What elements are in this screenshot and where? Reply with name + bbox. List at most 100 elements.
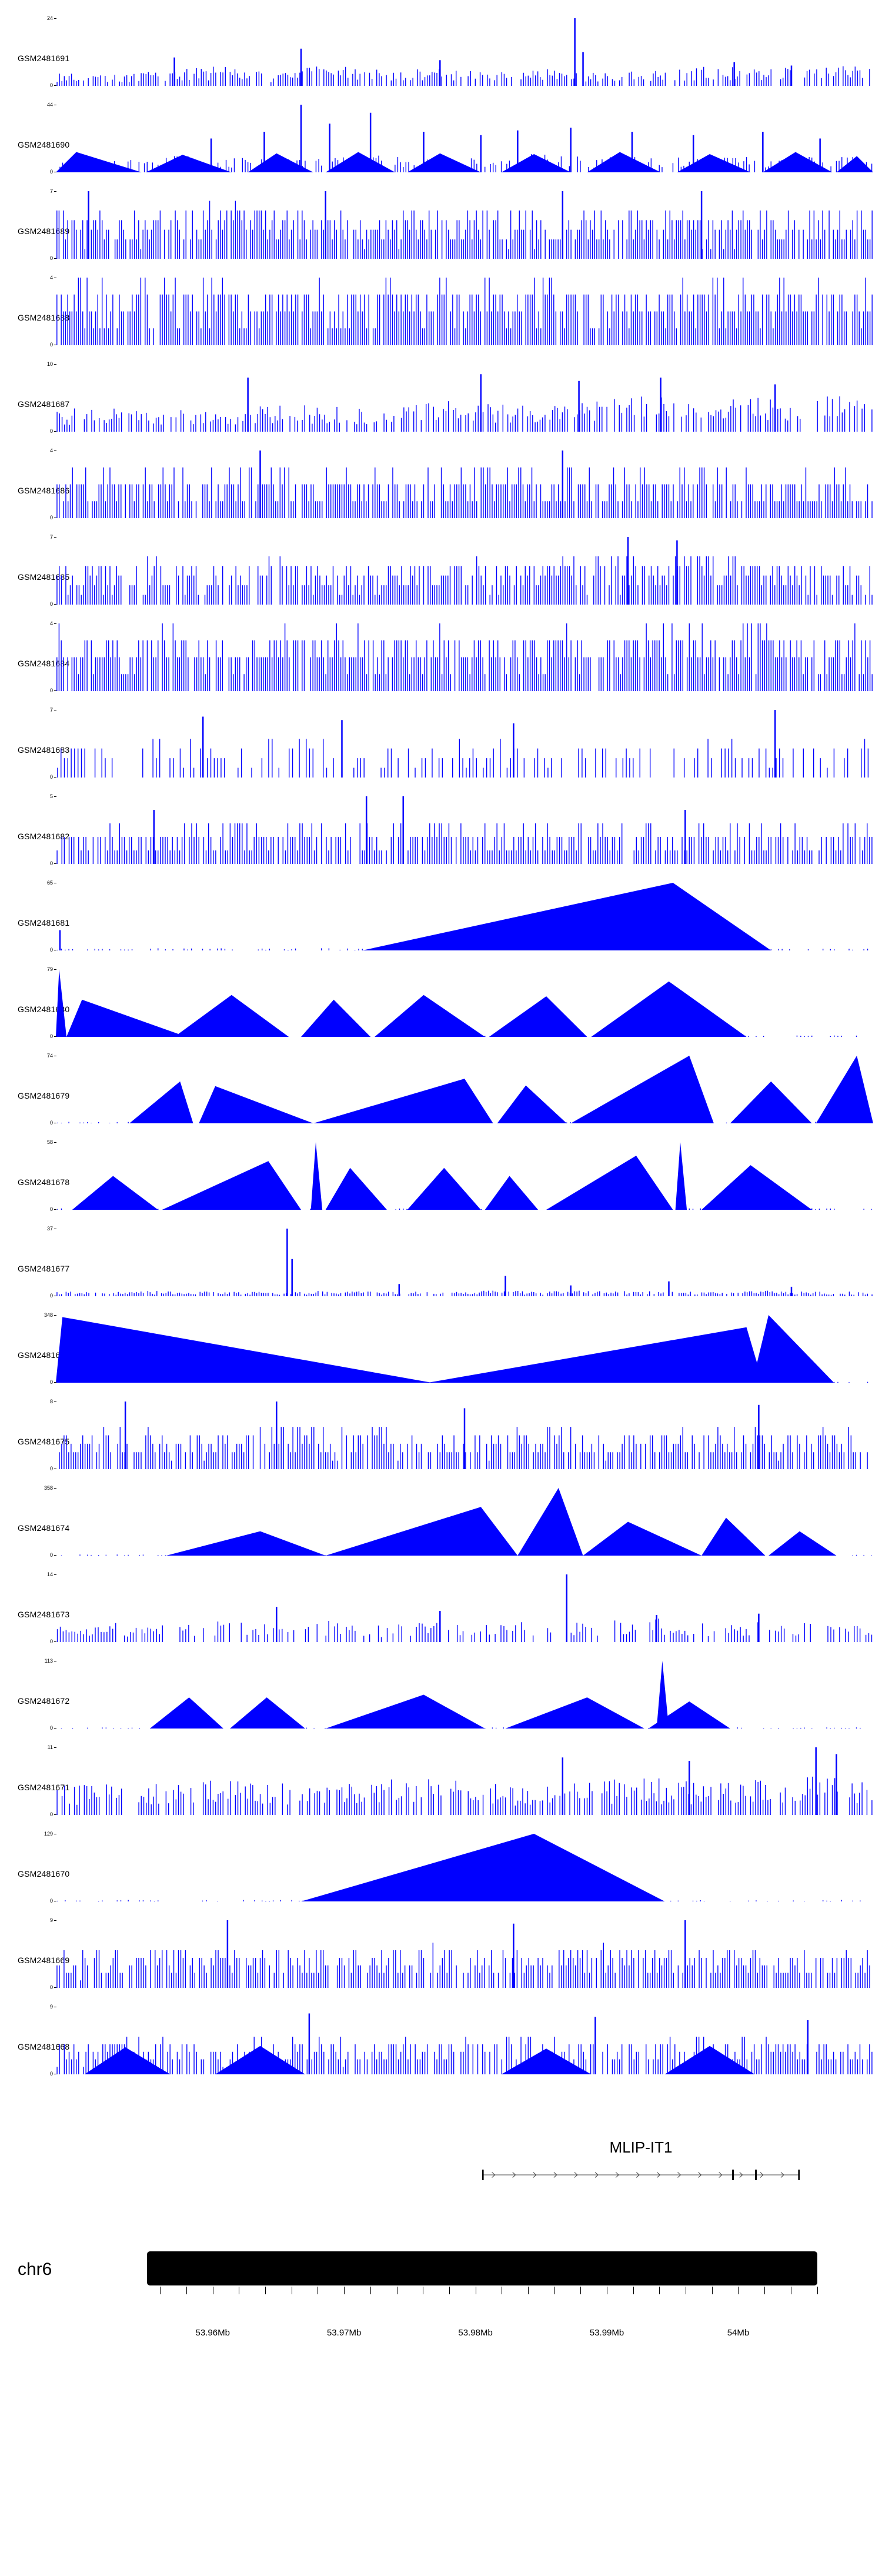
signal-plot	[56, 374, 873, 432]
track-sample-label: GSM2481671	[18, 1782, 70, 1792]
track-sample-label: GSM2481674	[18, 1523, 70, 1533]
track-sample-label: GSM2481670	[18, 1868, 70, 1878]
track-row: GSM2481672 113 0	[0, 1657, 882, 1744]
track-row: GSM2481687 10 0	[0, 361, 882, 447]
signal-plot	[56, 1229, 873, 1296]
track-plot-area: 37 0	[47, 1226, 873, 1299]
track-sample-label: GSM2481678	[18, 1177, 70, 1187]
chromosome-ideogram	[147, 2251, 817, 2285]
gene-structure	[482, 2170, 800, 2180]
tracks: GSM2481691 24 0 GSM2481690 44 0 GSM24816…	[0, 15, 882, 2090]
y-min-label: 0	[49, 255, 53, 261]
track-sample-label: GSM2481679	[18, 1090, 70, 1100]
signal-plot	[56, 969, 857, 1037]
y-max-label: 10	[46, 361, 53, 367]
track-plot-area: 4 0	[50, 621, 873, 693]
track-row: GSM2481678 58 0	[0, 1139, 882, 1225]
track-plot-area: 9 0	[50, 1918, 873, 1990]
track-plot-area: 11 0	[48, 1745, 873, 1817]
y-min-label: 0	[49, 1466, 53, 1471]
y-max-label: 14	[46, 1571, 53, 1577]
y-min-label: 0	[49, 860, 53, 866]
track-row: GSM2481688 4 0	[0, 274, 882, 361]
y-max-label: 79	[46, 966, 53, 972]
track-plot-area: 10 0	[47, 362, 873, 434]
signal-plot	[56, 18, 870, 86]
signal-plot	[56, 537, 873, 605]
signal-plot	[56, 1747, 873, 1815]
y-max-label: 8	[49, 1399, 53, 1404]
ruler-label: 54Mb	[727, 2328, 750, 2338]
signal-plot	[56, 796, 873, 864]
signal-plot	[57, 710, 869, 778]
y-max-label: 9	[49, 1917, 53, 1923]
y-min-label: 0	[49, 774, 53, 780]
ruler-tick	[711, 2287, 713, 2294]
y-max-label: 7	[49, 188, 53, 194]
track-row: GSM2481675 8 0	[0, 1398, 882, 1484]
track-row: GSM2481676 348 0	[0, 1312, 882, 1398]
chromosome-name-label: chr6	[18, 2260, 52, 2279]
track-plot-area: 44 0	[47, 102, 873, 175]
track-row: GSM2481686 4 0	[0, 447, 882, 533]
y-max-label: 129	[44, 1831, 53, 1837]
signal-plot	[56, 278, 873, 345]
track-plot-area: 8 0	[50, 1399, 873, 1471]
ruler-label: 53.97Mb	[326, 2328, 362, 2338]
track-plot-area: 65 0	[47, 880, 873, 953]
ruler-tick	[554, 2287, 555, 2294]
track-row: GSM2481682 5 0	[0, 793, 882, 879]
track-sample-label: GSM2481673	[18, 1609, 70, 1619]
track-row: GSM2481690 44 0	[0, 101, 882, 188]
signal-plot	[56, 1574, 873, 1642]
ruler-tick	[817, 2287, 818, 2294]
signal-plot	[56, 623, 873, 691]
track-plot-area: 4 0	[50, 448, 873, 520]
ruler-tick	[449, 2287, 450, 2294]
track-plot-area: 7 0	[50, 708, 873, 780]
y-max-label: 5	[49, 793, 53, 799]
y-min-label: 0	[49, 169, 53, 175]
signal-plot	[61, 1488, 872, 1556]
track-row: GSM2481679 74 0	[0, 1052, 882, 1139]
y-min-label: 0	[49, 515, 53, 520]
y-min-label: 0	[49, 688, 53, 693]
track-row: GSM2481680 79 0	[0, 966, 882, 1052]
track-row: GSM2481685 7 0	[0, 533, 882, 620]
track-sample-label: GSM2481677	[18, 1263, 70, 1273]
y-min-label: 0	[49, 1898, 53, 1904]
track-sample-label: GSM2481675	[18, 1436, 70, 1446]
track-sample-label: GSM2481680	[18, 1004, 70, 1014]
ruler-tick	[659, 2287, 660, 2294]
y-min-label: 0	[49, 1984, 53, 1990]
chromosome-axis: chr6 53.96Mb 53.97Mb 53.98Mb 53.99Mb 54Mb	[0, 2241, 882, 2370]
track-plot-area: 348 0	[44, 1313, 873, 1385]
signal-plot	[57, 1834, 861, 1901]
track-sample-label: GSM2481672	[18, 1696, 70, 1706]
track-plot-area: 14 0	[47, 1572, 873, 1644]
track-sample-label: GSM2481676	[18, 1350, 70, 1360]
ruler-tick	[160, 2287, 161, 2294]
ruler: 53.96Mb 53.97Mb 53.98Mb 53.99Mb 54Mb	[147, 2287, 818, 2351]
track-sample-label: GSM2481687	[18, 399, 70, 409]
track-plot-area: 7 0	[50, 189, 873, 261]
track-row: GSM2481689 7 0	[0, 188, 882, 274]
signal-plot	[56, 191, 873, 259]
track-plot-area: 129 0	[44, 1831, 873, 1904]
y-min-label: 0	[49, 1033, 53, 1039]
signal-plot	[57, 1056, 873, 1123]
track-row: GSM2481683 7 0	[0, 706, 882, 793]
y-min-label: 0	[49, 601, 53, 607]
track-sample-label: GSM2481685	[18, 572, 70, 582]
y-max-label: 113	[44, 1658, 53, 1664]
track-sample-label: GSM2481690	[18, 139, 70, 149]
track-sample-label: GSM2481682	[18, 831, 70, 841]
track-row: GSM2481677 37 0	[0, 1225, 882, 1312]
track-plot-area: 9 0	[50, 2004, 873, 2077]
ruler-tick	[186, 2287, 188, 2294]
ruler-tick	[738, 2287, 739, 2294]
track-row: GSM2481671 11 0	[0, 1744, 882, 1830]
y-min-label: 0	[49, 428, 53, 434]
track-plot-area: 58 0	[47, 1140, 873, 1212]
ruler-label: 53.99Mb	[589, 2328, 624, 2338]
